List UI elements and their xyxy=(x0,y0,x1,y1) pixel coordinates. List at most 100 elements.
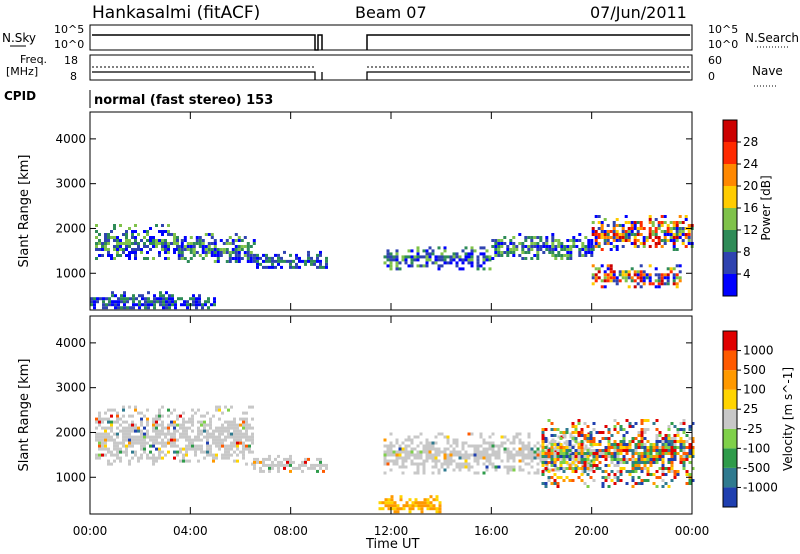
echo-cell xyxy=(464,255,468,259)
echo-cell xyxy=(654,218,658,221)
echo-cell xyxy=(553,440,557,443)
echo-cell xyxy=(425,456,429,460)
echo-cell xyxy=(417,507,421,511)
echo-cell xyxy=(268,259,271,263)
echo-cell xyxy=(443,450,447,454)
echo-cell xyxy=(113,408,116,412)
echo-cell xyxy=(562,455,566,458)
echo-cell xyxy=(191,408,194,412)
echo-cell xyxy=(503,435,507,439)
echo-cell xyxy=(470,255,474,259)
echo-cell xyxy=(655,485,659,488)
echo-region xyxy=(383,246,492,271)
echo-cell xyxy=(630,224,634,227)
echo-cell xyxy=(119,423,122,427)
echo-cell xyxy=(386,459,390,463)
echo-cell xyxy=(389,441,393,445)
echo-cell xyxy=(670,470,674,473)
echo-cell xyxy=(485,453,489,457)
echo-cell xyxy=(128,444,131,448)
echo-cell xyxy=(416,450,420,454)
echo-cell xyxy=(256,259,259,263)
echo-cell xyxy=(609,267,613,271)
nsearch-tick-bottom: 10^0 xyxy=(708,38,738,51)
echo-cell xyxy=(646,479,650,482)
echo-cell xyxy=(670,449,674,452)
echo-cell xyxy=(562,449,566,452)
echo-cell xyxy=(146,408,149,412)
echo-cell xyxy=(691,479,695,482)
echo-cell xyxy=(131,242,134,245)
echo-cell xyxy=(613,455,617,458)
echo-cell xyxy=(609,276,613,280)
echo-cell xyxy=(591,282,595,286)
echo-cell xyxy=(658,452,662,455)
echo-cell xyxy=(313,259,316,263)
echo-cell xyxy=(186,300,189,304)
echo-cell xyxy=(541,431,545,434)
echo-cell xyxy=(392,258,396,262)
echo-cell xyxy=(431,456,435,460)
echo-cell xyxy=(577,446,581,449)
echo-cell xyxy=(395,267,399,271)
echo-cell xyxy=(646,455,650,458)
echo-cell xyxy=(277,262,280,266)
echo-cell xyxy=(416,258,420,262)
echo-cell xyxy=(643,449,647,452)
echo-cell xyxy=(110,453,113,457)
echo-cell xyxy=(443,246,447,250)
echo-cell xyxy=(628,422,632,425)
echo-cell xyxy=(262,460,265,464)
echo-cell xyxy=(104,236,107,239)
echo-cell xyxy=(440,465,444,469)
echo-cell xyxy=(509,453,513,457)
echo-cell xyxy=(568,449,572,452)
echo-cell xyxy=(613,419,617,422)
echo-cell xyxy=(158,447,161,451)
echo-cell xyxy=(195,251,199,254)
echo-cell xyxy=(482,261,486,265)
echo-cell xyxy=(446,453,450,457)
echo-cell xyxy=(666,279,670,283)
echo-cell xyxy=(603,279,607,283)
echo-cell xyxy=(688,479,692,482)
echo-cell xyxy=(684,236,688,239)
echo-cell xyxy=(295,256,298,260)
echo-cell xyxy=(633,245,637,248)
echo-cell xyxy=(114,300,117,304)
echo-cell xyxy=(396,510,400,514)
echo-cell xyxy=(587,239,591,242)
echo-cell xyxy=(667,458,671,461)
echo-cell xyxy=(304,262,307,266)
echo-cell xyxy=(541,455,545,458)
echo-cell xyxy=(655,440,659,443)
echo-cell xyxy=(268,265,271,269)
echo-cell xyxy=(664,449,668,452)
echo-cell xyxy=(206,441,209,445)
echo-cell xyxy=(470,465,474,469)
echo-cell xyxy=(643,467,647,470)
echo-cell xyxy=(395,450,399,454)
echo-cell xyxy=(215,435,218,439)
echo-cell xyxy=(134,426,137,430)
echo-cell xyxy=(512,242,516,245)
echo-cell xyxy=(167,242,170,245)
echo-cell xyxy=(410,258,414,262)
echo-cell xyxy=(188,444,191,448)
echo-cell xyxy=(107,450,110,454)
echo-cell xyxy=(548,248,552,251)
echo-cell xyxy=(401,459,405,463)
echo-cell xyxy=(153,294,156,298)
echo-cell xyxy=(473,471,477,475)
echo-cell xyxy=(613,425,617,428)
echo-cell xyxy=(221,456,224,460)
echo-cell xyxy=(149,227,152,230)
echo-cell xyxy=(673,470,677,473)
echo-cell xyxy=(586,449,590,452)
echo-cell xyxy=(577,467,581,470)
echo-cell xyxy=(545,239,549,242)
echo-cell xyxy=(191,423,194,427)
echo-cell xyxy=(640,470,644,473)
echo-cell xyxy=(416,249,420,253)
echo-cell xyxy=(657,239,661,242)
